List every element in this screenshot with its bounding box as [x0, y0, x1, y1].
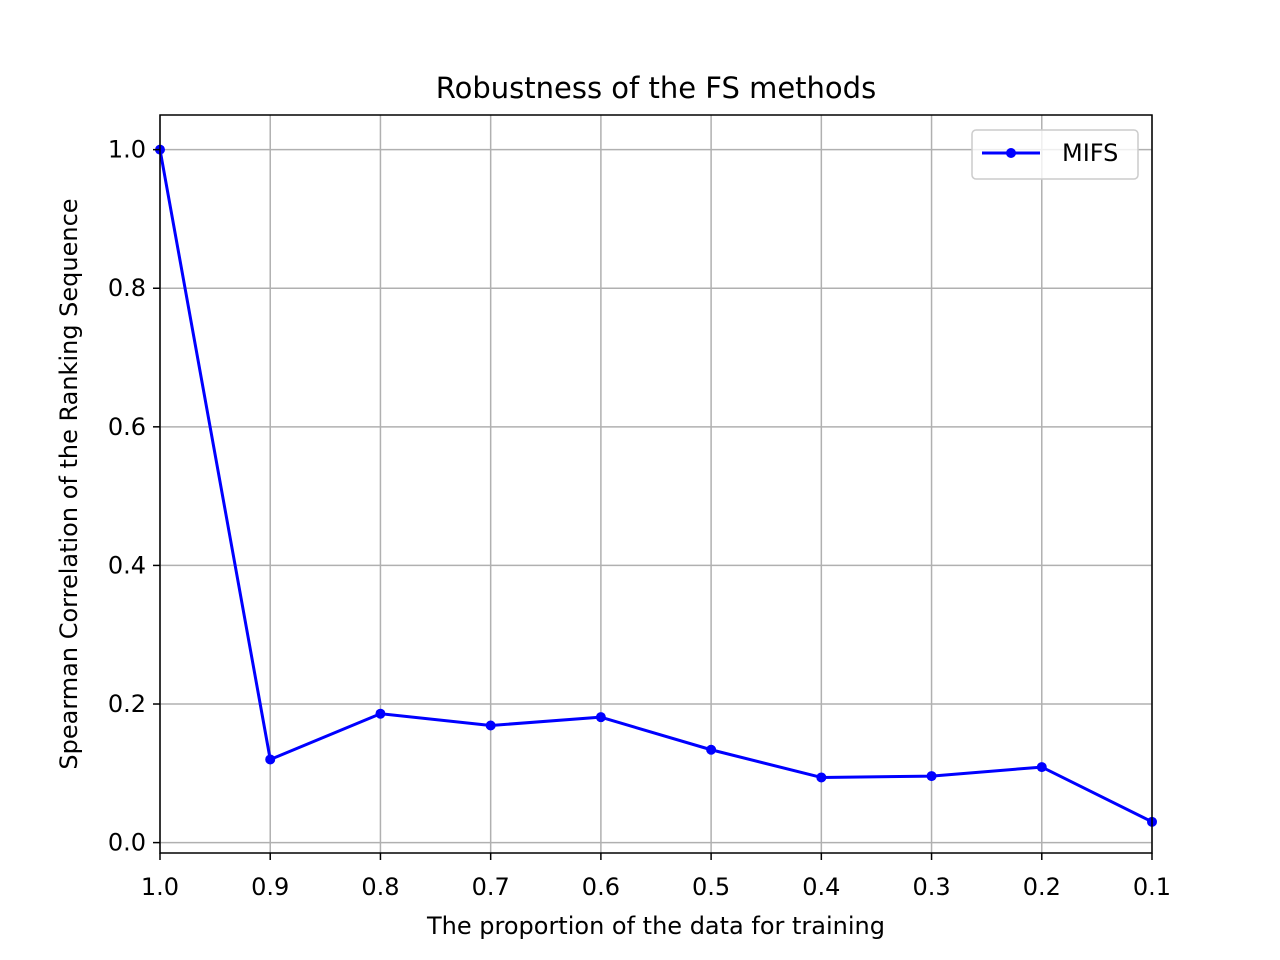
y-tick-label: 0.4	[108, 551, 146, 579]
plot-frame	[159, 114, 1153, 854]
x-tick-label: 0.3	[912, 873, 950, 901]
series-layer	[155, 144, 1157, 827]
series-line-mifs	[158, 149, 1153, 824]
data-point	[816, 772, 827, 783]
x-axis-label: The proportion of the data for training	[426, 912, 885, 940]
data-point	[595, 712, 606, 723]
data-point	[265, 754, 276, 765]
y-tick-label: 1.0	[108, 136, 146, 164]
y-tick-label: 0.6	[108, 413, 146, 441]
data-point	[375, 708, 386, 719]
x-tick-label: 0.8	[361, 873, 399, 901]
legend-box	[971, 129, 1139, 180]
chart-title: Robustness of the FS methods	[436, 71, 876, 105]
legend-label-mifs: MIFS	[1062, 139, 1118, 167]
x-tick-label: 0.7	[472, 873, 510, 901]
y-tick-label: 0.8	[108, 274, 146, 302]
y-axis-label: Spearman Correlation of the Ranking Sequ…	[55, 198, 83, 769]
x-tick-label: 0.4	[802, 873, 840, 901]
data-point	[1036, 762, 1047, 773]
data-point	[706, 744, 717, 755]
x-tick-label: 0.1	[1133, 873, 1171, 901]
x-tick-label: 0.9	[251, 873, 289, 901]
grid	[159, 115, 1153, 853]
x-tick-label: 1.0	[141, 873, 179, 901]
y-tick-label: 0.0	[108, 829, 146, 857]
y-axis: 0.0 0.2 0.4 0.6 0.8 1.0	[108, 136, 160, 857]
x-tick-label: 0.6	[582, 873, 620, 901]
legend: MIFS	[971, 129, 1139, 180]
legend-marker-mifs	[1006, 148, 1016, 158]
y-tick-label: 0.2	[108, 690, 146, 718]
x-axis: 1.0 0.9 0.8 0.7 0.6 0.5 0.4 0.3 0.2 0.1	[141, 853, 1171, 901]
x-tick-label: 0.2	[1023, 873, 1061, 901]
data-point	[485, 720, 496, 731]
x-tick-label: 0.5	[692, 873, 730, 901]
data-point	[926, 771, 937, 782]
